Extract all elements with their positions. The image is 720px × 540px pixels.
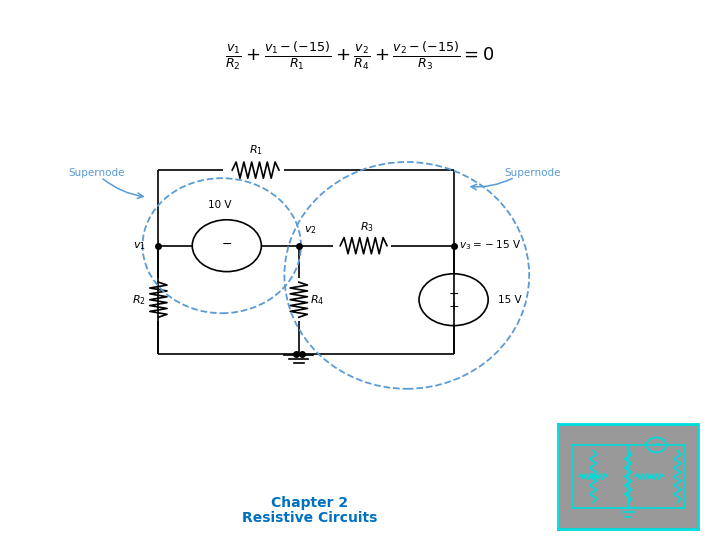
- Text: $\frac{v_1}{R_2} + \frac{v_1 - (-15)}{R_1} + \frac{v_2}{R_4} + \frac{v_2 - (-15): $\frac{v_1}{R_2} + \frac{v_1 - (-15)}{R_…: [225, 40, 495, 73]
- Text: Resistive Circuits: Resistive Circuits: [242, 511, 377, 525]
- Text: $R_1$: $R_1$: [248, 143, 263, 157]
- Text: +: +: [449, 300, 459, 313]
- Text: −: −: [653, 440, 660, 448]
- Text: $v_1$: $v_1$: [132, 240, 145, 252]
- Text: 10 V: 10 V: [208, 200, 231, 210]
- Text: −: −: [222, 238, 232, 251]
- Text: $R_4$: $R_4$: [310, 293, 325, 307]
- Text: $R_2$: $R_2$: [132, 293, 145, 307]
- Text: Supernode: Supernode: [504, 168, 560, 178]
- Text: Chapter 2: Chapter 2: [271, 496, 348, 510]
- Text: 15 V: 15 V: [498, 295, 521, 305]
- Text: Supernode: Supernode: [68, 168, 125, 178]
- Text: $v_3 = -15$ V: $v_3 = -15$ V: [459, 238, 521, 252]
- Text: −: −: [449, 288, 459, 301]
- Text: $R_3$: $R_3$: [360, 220, 374, 234]
- Text: $v_2$: $v_2$: [304, 224, 317, 236]
